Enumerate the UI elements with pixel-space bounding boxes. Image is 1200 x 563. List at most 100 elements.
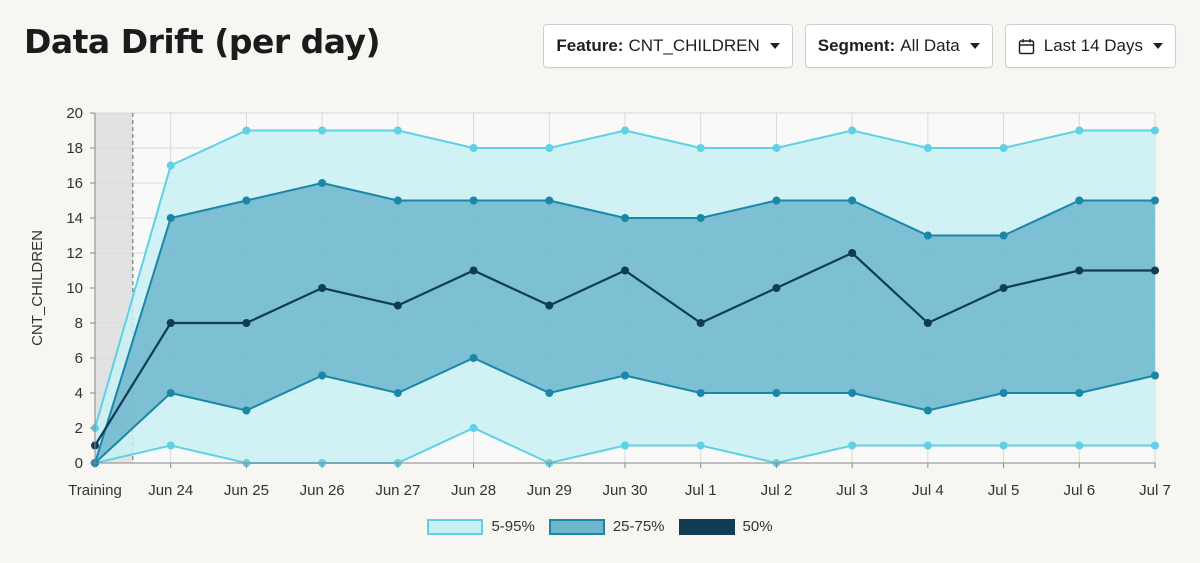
x-tick-label: Jul 3	[836, 482, 868, 499]
y-tick-label: 6	[75, 350, 83, 367]
median-point	[621, 266, 629, 275]
band-5-95-high-point	[923, 144, 932, 152]
median-point	[999, 284, 1008, 292]
date-range-value: Last 14 Days	[1043, 36, 1143, 55]
x-tick-label: Jul 1	[685, 482, 717, 499]
y-tick-label: 18	[66, 140, 83, 157]
band-5-95-low-point	[1151, 441, 1159, 450]
legend-label: 25-75%	[612, 518, 665, 535]
x-tick-label: Jul 4	[912, 482, 944, 499]
filter-toolbar: Feature: CNT_CHILDREN Segment: All Data …	[543, 24, 1176, 68]
band-25-75-high-point	[242, 196, 251, 205]
segment-dropdown[interactable]: Segment: All Data	[804, 24, 993, 68]
y-tick-label: 0	[75, 455, 83, 472]
x-tick-label: Jun 25	[224, 482, 269, 499]
median-point	[166, 319, 175, 327]
median-point	[545, 301, 554, 310]
y-tick-label: 16	[66, 175, 83, 192]
median-point	[469, 266, 478, 275]
y-axis-title: CNT_CHILDREN	[29, 230, 46, 346]
x-tick-label: Jun 29	[527, 482, 572, 499]
band-5-95-low-point	[696, 441, 705, 450]
band-25-75-low-point	[545, 389, 554, 397]
band-25-75-high-point	[318, 179, 327, 187]
legend-item-5-95[interactable]: 5-95%	[427, 518, 535, 535]
date-range-dropdown[interactable]: Last 14 Days	[1004, 24, 1176, 68]
median-point	[1151, 266, 1159, 275]
band-5-95-high-point	[469, 144, 478, 152]
median-point	[772, 284, 781, 292]
band-5-95-high-point	[1075, 126, 1084, 135]
band-25-75-low-point	[621, 371, 629, 380]
median-point	[923, 319, 932, 327]
segment-dropdown-label: Segment:	[817, 36, 896, 55]
band-25-75-low-point	[696, 389, 705, 397]
legend-label: 5-95%	[491, 518, 535, 535]
legend-swatch	[427, 518, 484, 535]
x-tick-label: Jul 5	[988, 482, 1020, 499]
y-tick-label: 8	[75, 315, 83, 332]
band-25-75-high-point	[999, 231, 1008, 240]
x-tick-label: Jul 7	[1139, 482, 1171, 499]
band-5-95-high-point	[242, 126, 251, 135]
x-tick-label: Jun 30	[602, 482, 647, 499]
y-tick-label: 20	[66, 105, 83, 122]
chevron-down-icon	[769, 43, 780, 49]
median-point	[393, 301, 402, 310]
band-5-95-low-point	[1075, 441, 1084, 450]
band-5-95-high-point	[848, 126, 857, 135]
legend-label: 50%	[742, 518, 773, 535]
page-title: Data Drift (per day)	[24, 22, 381, 61]
x-tick-label: Jul 2	[761, 482, 793, 499]
band-5-95-high-point	[999, 144, 1008, 152]
band-25-75-low-point	[318, 371, 327, 380]
calendar-icon	[1018, 38, 1035, 55]
chart-legend: 5-95% 25-75% 50%	[0, 518, 1200, 535]
median-point	[318, 284, 327, 292]
median-point	[242, 319, 251, 327]
x-tick-label: Training	[68, 482, 122, 499]
band-25-75-high-point	[1151, 196, 1159, 205]
band-25-75-low-point	[1075, 389, 1084, 397]
band-25-75-high-point	[923, 231, 932, 240]
x-tick-label: Jul 6	[1063, 482, 1095, 499]
band-5-95-high-point	[1151, 126, 1159, 135]
y-tick-label: 4	[75, 385, 83, 402]
band-25-75-high-point	[1075, 196, 1084, 205]
band-25-75-high-point	[772, 196, 781, 205]
band-25-75-high-point	[469, 196, 478, 205]
band-25-75-high-point	[696, 214, 705, 222]
band-25-75-high-point	[393, 196, 402, 205]
band-25-75-area	[95, 183, 1155, 463]
x-tick-label: Jun 26	[300, 482, 345, 499]
x-tick-label: Jun 28	[451, 482, 496, 499]
band-25-75-low-point	[166, 389, 175, 397]
x-tick-label: Jun 27	[375, 482, 420, 499]
median-point	[1075, 266, 1084, 275]
band-25-75-high-point	[621, 214, 629, 222]
band-5-95-high-point	[772, 144, 781, 152]
legend-item-50[interactable]: 50%	[678, 518, 773, 535]
band-5-95-low-point	[923, 441, 932, 450]
band-25-75-low-point	[848, 389, 857, 397]
band-5-95-low-point	[469, 424, 478, 432]
band-25-75-high-point	[848, 196, 857, 205]
band-25-75-low-point	[772, 389, 781, 397]
median-point	[696, 319, 705, 327]
band-25-75-low-point	[1151, 371, 1159, 380]
band-5-95-high-point	[545, 144, 554, 152]
band-5-95-high-point	[393, 126, 402, 135]
band-5-95-high-point	[166, 161, 175, 170]
y-tick-label: 14	[66, 210, 83, 227]
band-25-75-low-point	[923, 406, 932, 415]
band-25-75-low-point	[242, 406, 251, 415]
legend-item-25-75[interactable]: 25-75%	[548, 518, 665, 535]
y-tick-label: 12	[66, 245, 83, 262]
median-point	[848, 249, 857, 257]
band-25-75-low-point	[999, 389, 1008, 397]
band-25-75-high-point	[166, 214, 175, 222]
legend-swatch	[548, 518, 605, 535]
band-5-95-high-point	[621, 126, 629, 135]
band-25-75-high-point	[545, 196, 554, 205]
feature-dropdown[interactable]: Feature: CNT_CHILDREN	[543, 24, 793, 68]
